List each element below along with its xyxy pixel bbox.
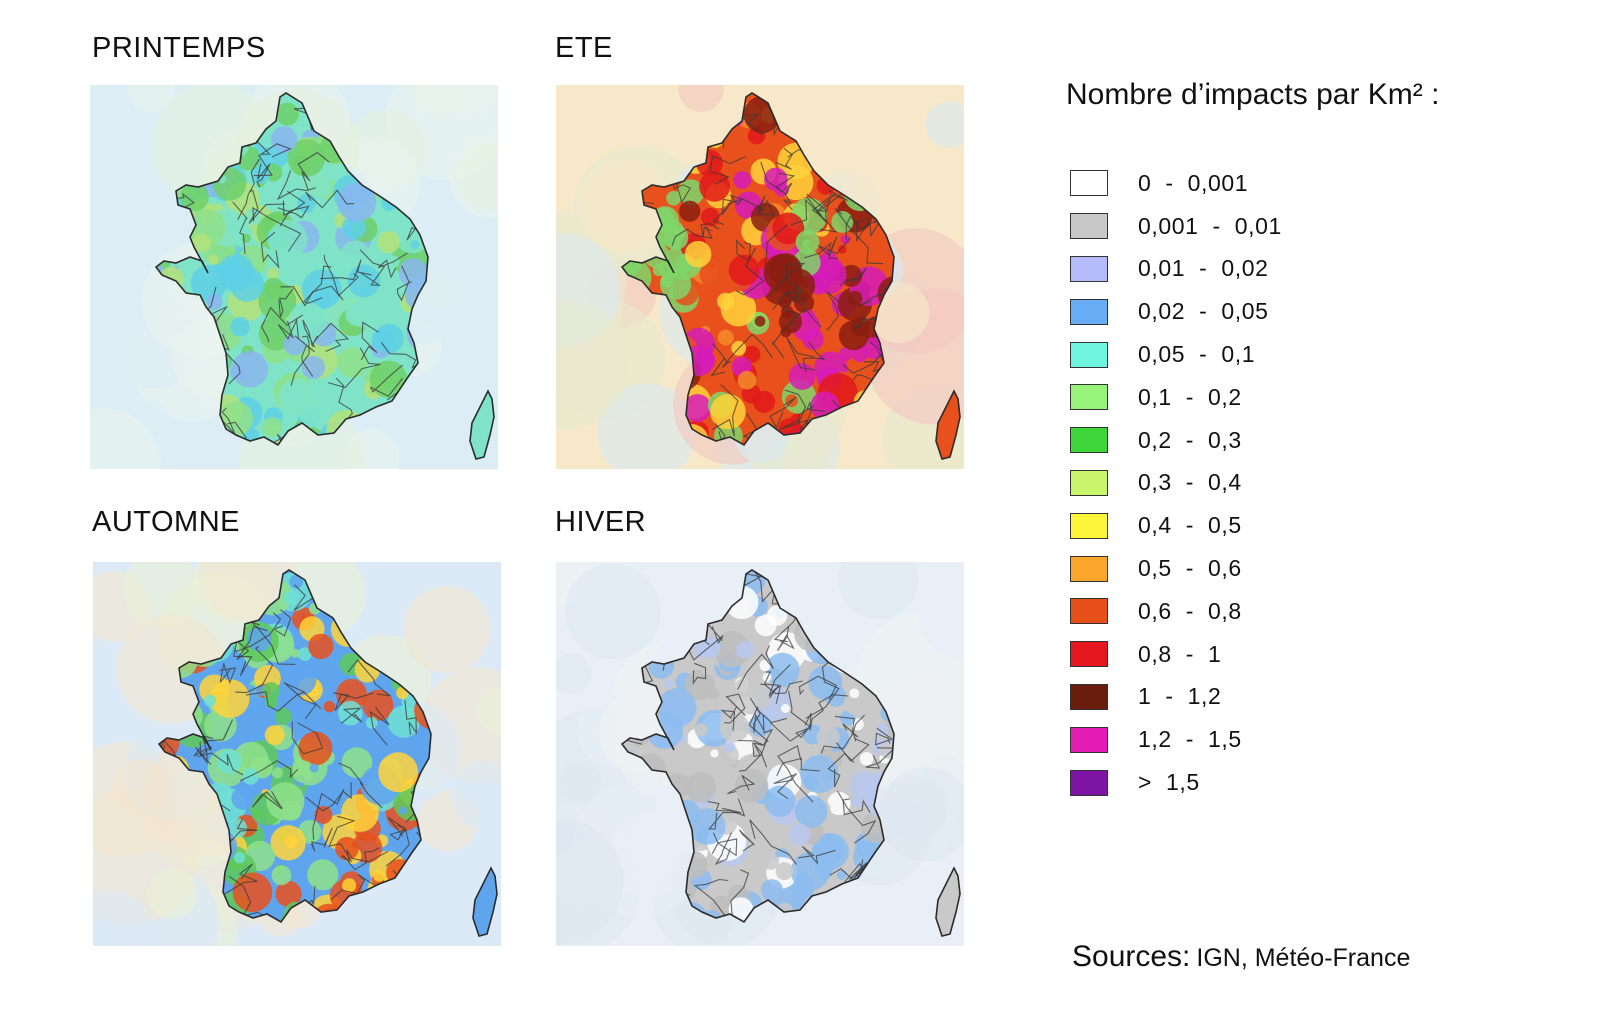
map-printemps: [90, 85, 498, 469]
legend-label: 0,2 - 0,3: [1138, 426, 1242, 453]
sources: Sources: IGN, Météo-France: [1072, 940, 1410, 974]
sources-value: IGN, Météo-France: [1196, 944, 1411, 972]
legend-title: Nombre d’impacts par Km² :: [1066, 78, 1440, 111]
sources-label: Sources:: [1072, 940, 1191, 973]
map-automne: [93, 562, 501, 946]
map-title-hiver: HIVER: [555, 506, 647, 538]
legend-label: 1,2 - 1,5: [1138, 726, 1242, 753]
legend-label: 0,6 - 0,8: [1138, 597, 1242, 624]
map-ete: [556, 85, 964, 469]
legend-item: 0,02 - 0,05: [1070, 290, 1282, 333]
legend-item: 0 - 0,001: [1070, 162, 1282, 205]
legend-label: > 1,5: [1138, 769, 1200, 796]
legend-label: 0,01 - 0,02: [1138, 255, 1269, 282]
legend-label: 0,4 - 0,5: [1138, 512, 1242, 539]
map-title-automne: AUTOMNE: [92, 506, 240, 538]
legend-swatch: [1070, 555, 1108, 582]
legend-swatch: [1070, 255, 1108, 282]
legend-swatch: [1070, 683, 1108, 710]
legend-swatch: [1070, 341, 1108, 368]
legend-swatch: [1070, 384, 1108, 411]
legend-swatch: [1070, 598, 1108, 625]
legend-label: 0,8 - 1: [1138, 640, 1222, 667]
legend-swatch: [1070, 769, 1108, 796]
legend-item: 0,01 - 0,02: [1070, 248, 1282, 291]
legend-label: 1 - 1,2: [1138, 683, 1222, 710]
legend-swatch: [1070, 641, 1108, 668]
legend-label: 0,5 - 0,6: [1138, 555, 1242, 582]
map-title-ete: ETE: [555, 32, 613, 64]
legend-item: 0,3 - 0,4: [1070, 462, 1282, 505]
legend-swatch: [1070, 170, 1108, 197]
legend-label: 0,1 - 0,2: [1138, 383, 1242, 410]
france-map-svg: [93, 562, 501, 946]
legend-item: 0,6 - 0,8: [1070, 590, 1282, 633]
legend-item: 0,05 - 0,1: [1070, 333, 1282, 376]
legend-swatch: [1070, 213, 1108, 240]
legend-swatch: [1070, 512, 1108, 539]
legend-item: 0,2 - 0,3: [1070, 419, 1282, 462]
legend-label: 0,3 - 0,4: [1138, 469, 1242, 496]
legend-item: 0,4 - 0,5: [1070, 504, 1282, 547]
legend-label: 0,02 - 0,05: [1138, 298, 1269, 325]
map-title-printemps: PRINTEMPS: [92, 32, 266, 64]
legend-item: 0,8 - 1: [1070, 633, 1282, 676]
legend-item: 0,5 - 0,6: [1070, 547, 1282, 590]
legend-item: > 1,5: [1070, 761, 1282, 804]
france-map-svg: [556, 562, 964, 946]
legend-swatch: [1070, 469, 1108, 496]
legend-label: 0 - 0,001: [1138, 169, 1249, 196]
map-hiver: [556, 562, 964, 946]
legend-label: 0,05 - 0,1: [1138, 341, 1256, 368]
legend: 0 - 0,001 0,001 - 0,01 0,01 - 0,02 0,02 - 0…: [1070, 162, 1282, 804]
france-map-svg: [90, 85, 498, 469]
france-map-svg: [556, 85, 964, 469]
legend-swatch: [1070, 427, 1108, 454]
legend-item: 0,001 - 0,01: [1070, 205, 1282, 248]
legend-item: 0,1 - 0,2: [1070, 376, 1282, 419]
legend-label: 0,001 - 0,01: [1138, 212, 1282, 239]
legend-item: 1,2 - 1,5: [1070, 718, 1282, 761]
legend-swatch: [1070, 298, 1108, 325]
legend-swatch: [1070, 726, 1108, 753]
legend-item: 1 - 1,2: [1070, 676, 1282, 719]
